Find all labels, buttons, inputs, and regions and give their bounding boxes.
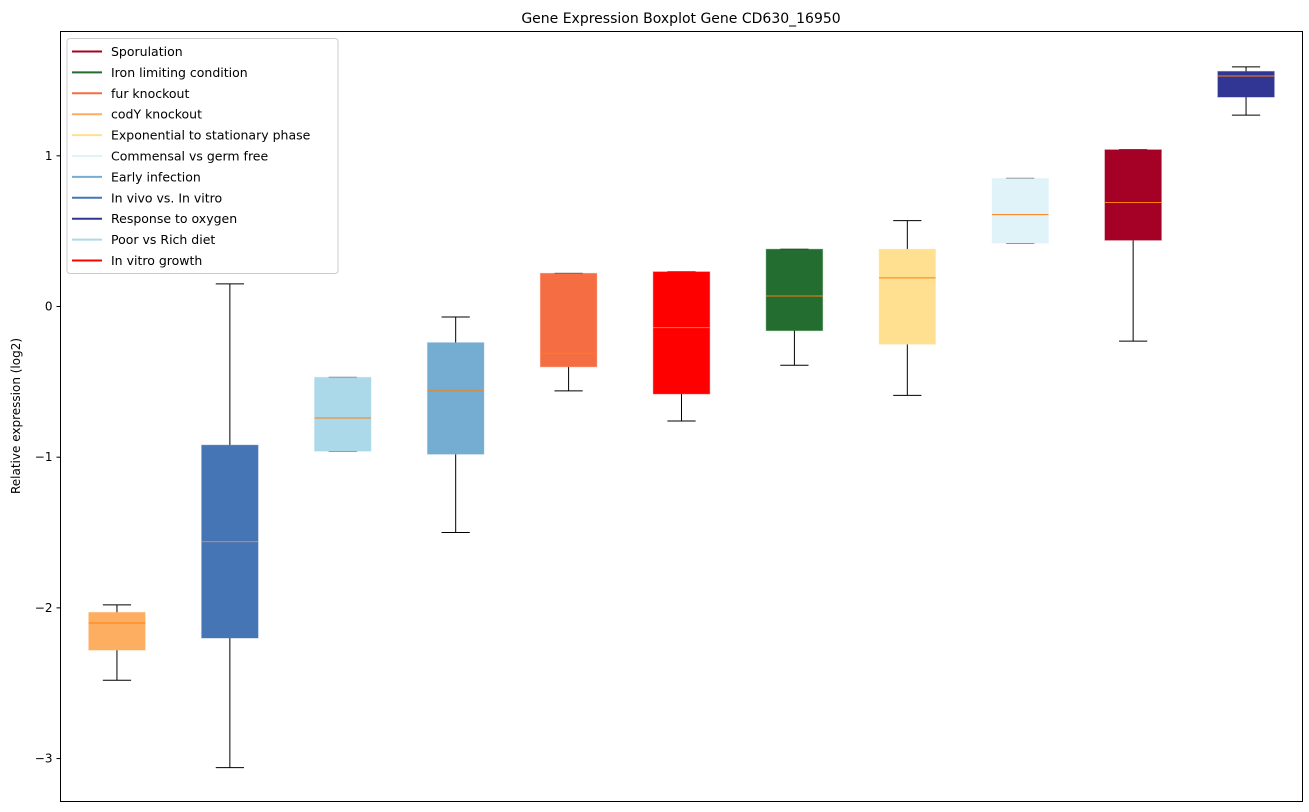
legend-item: Commensal vs germ free — [72, 149, 268, 164]
legend-label: fur knockout — [111, 86, 189, 101]
legend-item: Exponential to stationary phase — [72, 128, 311, 143]
box-10 — [1104, 149, 1162, 342]
y-axis: −3 −2 −1 0 1 — [35, 149, 61, 766]
box-body — [88, 611, 146, 651]
legend-item: fur knockout — [72, 86, 189, 101]
box-body — [1217, 70, 1275, 98]
legend-frame — [66, 38, 339, 274]
y-tick-label: 1 — [45, 149, 53, 163]
legend-item: In vitro growth — [72, 253, 202, 268]
box-4 — [426, 316, 485, 534]
box-body — [539, 272, 598, 368]
box-3 — [314, 376, 372, 452]
legend-label: Commensal vs germ free — [111, 149, 268, 164]
y-tick-label: −3 — [35, 752, 53, 766]
box-body — [426, 342, 485, 455]
box-body — [991, 177, 1049, 244]
box-body — [314, 376, 372, 452]
legend-label: Sporulation — [111, 44, 183, 59]
legend-item: In vivo vs. In vitro — [72, 190, 222, 205]
legend-item: Poor vs Rich diet — [72, 232, 215, 247]
legend-label: codY knockout — [111, 107, 202, 122]
boxes — [88, 66, 1275, 769]
y-tick-label: 0 — [45, 300, 53, 314]
box-2 — [201, 283, 259, 769]
legend-label: Exponential to stationary phase — [111, 128, 311, 143]
legend-label: Early infection — [111, 169, 201, 184]
legend-item: Sporulation — [72, 44, 183, 59]
box-9 — [991, 177, 1049, 244]
legend-label: Poor vs Rich diet — [111, 232, 215, 247]
legend-item: codY knockout — [72, 107, 202, 122]
chart-title: Gene Expression Boxplot Gene CD630_16950 — [521, 11, 840, 27]
legend: Sporulation Iron limiting condition fur kn… — [66, 38, 339, 274]
box-body — [652, 271, 711, 395]
legend-label: In vitro growth — [111, 253, 202, 268]
y-tick-label: −1 — [35, 450, 53, 464]
box-1 — [88, 604, 146, 681]
box-11 — [1217, 66, 1275, 116]
legend-item: Early infection — [72, 169, 201, 184]
legend-label: In vivo vs. In vitro — [111, 190, 222, 205]
box-6 — [652, 271, 711, 422]
y-axis-label: Relative expression (log2) — [9, 338, 23, 494]
legend-label: Iron limiting condition — [111, 65, 248, 80]
legend-item: Iron limiting condition — [72, 65, 248, 80]
legend-item: Response to oxygen — [72, 211, 237, 226]
y-tick-label: −2 — [35, 601, 53, 615]
box-body — [878, 248, 937, 345]
box-body — [765, 248, 824, 332]
legend-label: Response to oxygen — [111, 211, 237, 226]
box-8 — [878, 220, 937, 396]
plot-frame — [60, 31, 1303, 802]
box-5 — [539, 272, 598, 392]
box-body — [1104, 149, 1162, 241]
box-7 — [765, 248, 824, 366]
